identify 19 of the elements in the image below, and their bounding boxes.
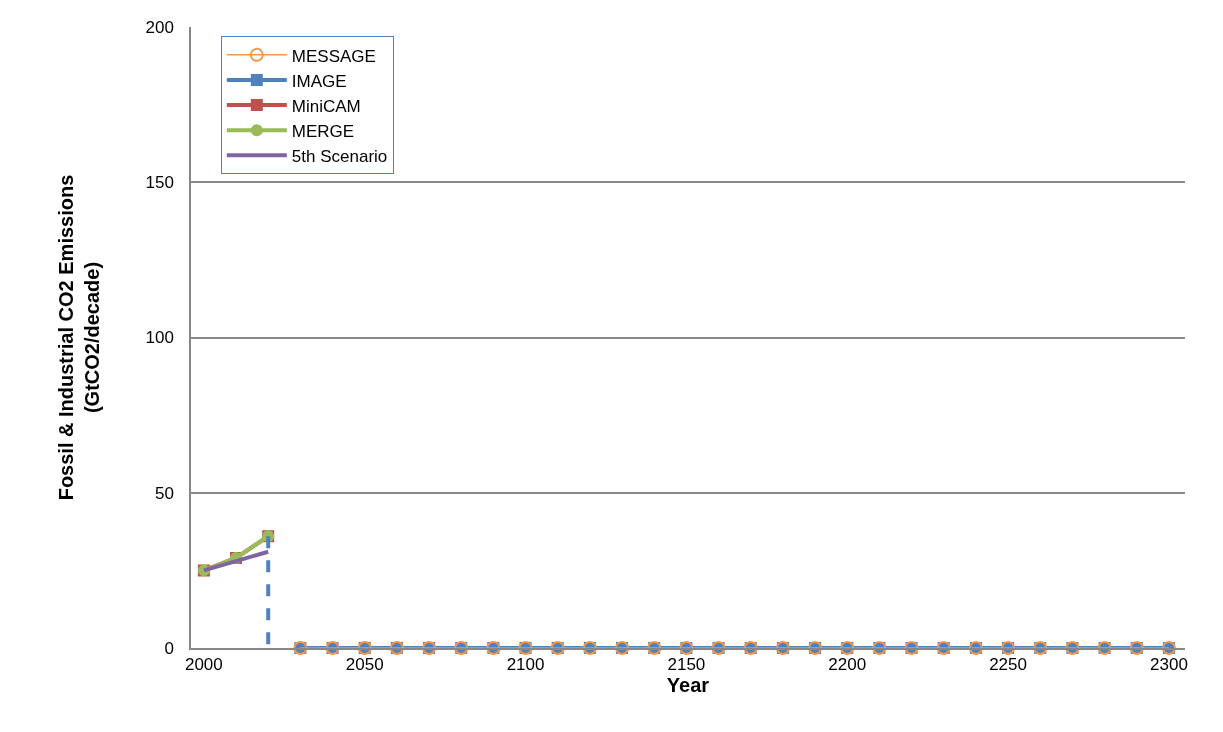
x-axis-title: Year bbox=[666, 674, 710, 697]
legend-label: 5th Scenario bbox=[291, 146, 388, 166]
legend-label: MiniCAM bbox=[291, 96, 361, 116]
x-tick-label: 2150 bbox=[667, 655, 706, 675]
x-tick-label: 2200 bbox=[828, 655, 867, 675]
y-tick-label: 150 bbox=[145, 173, 174, 193]
legend-label: MESSAGE bbox=[291, 46, 376, 66]
y-tick-label: 100 bbox=[145, 328, 174, 348]
y-axis-title: Fossil & Industrial CO2 Emissions (GtCO2/decade) bbox=[55, 174, 104, 501]
y-tick-label: 50 bbox=[154, 483, 174, 503]
legend-label: IMAGE bbox=[291, 71, 347, 91]
legend-label: MERGE bbox=[291, 121, 355, 141]
y-tick-label: 0 bbox=[164, 638, 174, 658]
x-tick-label: 2100 bbox=[506, 655, 545, 675]
x-tick-label: 2250 bbox=[989, 655, 1027, 675]
x-tick-label: 2300 bbox=[1150, 655, 1188, 675]
x-tick-label: 2000 bbox=[184, 655, 223, 675]
x-tick-label: 2050 bbox=[345, 655, 384, 675]
y-tick-label: 200 bbox=[145, 17, 174, 37]
